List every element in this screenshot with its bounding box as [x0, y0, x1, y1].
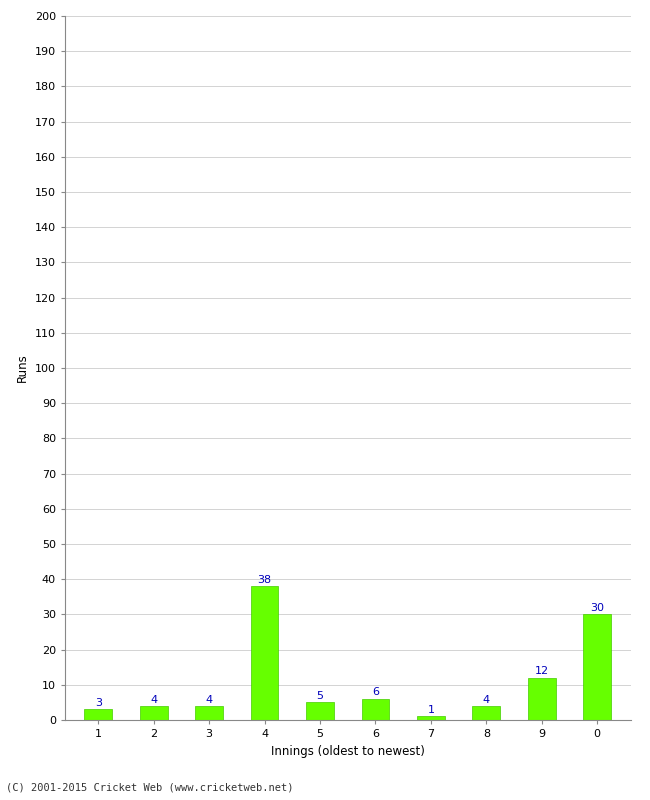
- Bar: [473, 706, 501, 720]
- Text: 4: 4: [205, 694, 213, 705]
- Bar: [140, 706, 168, 720]
- Bar: [195, 706, 223, 720]
- Y-axis label: Runs: Runs: [16, 354, 29, 382]
- Bar: [306, 702, 334, 720]
- Text: 3: 3: [95, 698, 102, 708]
- Bar: [584, 614, 611, 720]
- Text: 4: 4: [483, 694, 490, 705]
- Bar: [251, 586, 278, 720]
- Text: 6: 6: [372, 687, 379, 698]
- Text: 4: 4: [150, 694, 157, 705]
- Bar: [84, 710, 112, 720]
- Text: 30: 30: [590, 603, 605, 613]
- X-axis label: Innings (oldest to newest): Innings (oldest to newest): [271, 745, 424, 758]
- Bar: [361, 699, 389, 720]
- Bar: [528, 678, 556, 720]
- Bar: [417, 717, 445, 720]
- Text: 12: 12: [535, 666, 549, 676]
- Text: 38: 38: [257, 575, 272, 585]
- Text: (C) 2001-2015 Cricket Web (www.cricketweb.net): (C) 2001-2015 Cricket Web (www.cricketwe…: [6, 782, 294, 792]
- Text: 1: 1: [428, 705, 434, 715]
- Text: 5: 5: [317, 691, 324, 701]
